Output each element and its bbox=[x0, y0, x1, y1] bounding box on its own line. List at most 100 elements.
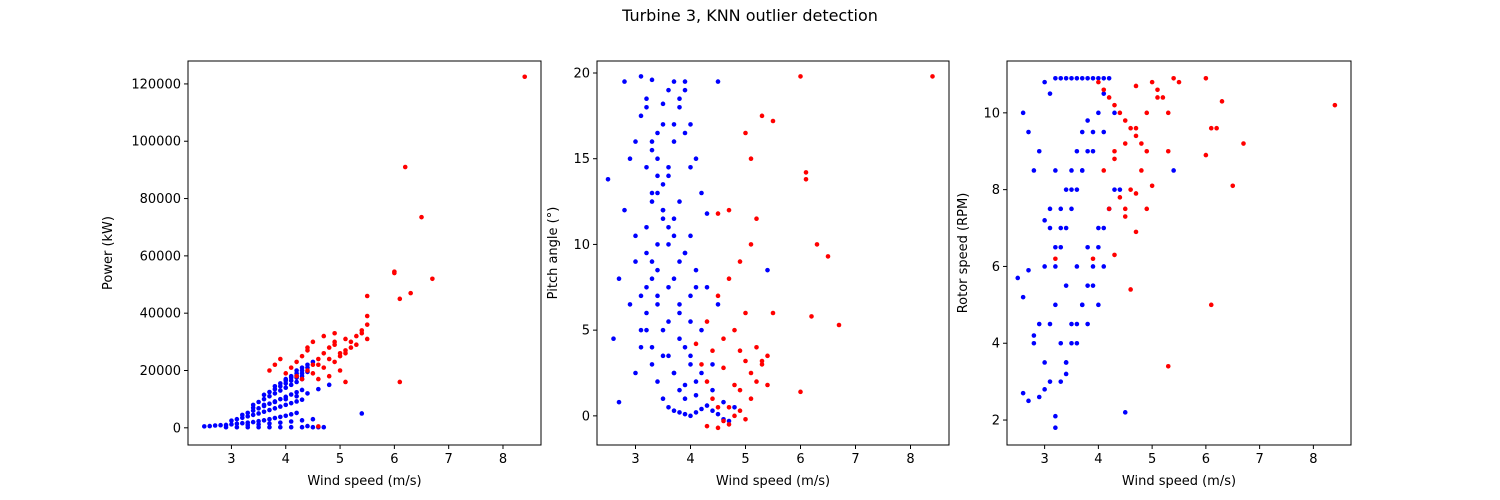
y-tick-label: 4 bbox=[992, 337, 1000, 352]
inlier-point bbox=[1063, 225, 1069, 231]
outlier-point bbox=[364, 322, 370, 327]
inlier-point bbox=[288, 424, 294, 430]
inlier-point bbox=[1101, 91, 1107, 96]
outlier-point bbox=[1165, 148, 1171, 154]
y-tick-label: 20 bbox=[573, 67, 590, 82]
outlier-point bbox=[1112, 102, 1117, 108]
inlier-point bbox=[655, 242, 660, 247]
inlier-point bbox=[688, 319, 693, 324]
outlier-point bbox=[1160, 95, 1166, 100]
inlier-point bbox=[1085, 244, 1090, 250]
inlier-point bbox=[299, 424, 305, 430]
inlier-point bbox=[1031, 168, 1037, 173]
outlier-point bbox=[316, 376, 321, 382]
inlier-point bbox=[261, 418, 267, 423]
inlier-point bbox=[732, 404, 737, 410]
inlier-point bbox=[1112, 187, 1117, 192]
inlier-point bbox=[1053, 425, 1058, 431]
x-tick-label: 4 bbox=[686, 452, 694, 467]
outlier-point bbox=[721, 365, 726, 371]
outlier-point bbox=[522, 74, 528, 80]
inlier-point bbox=[622, 207, 627, 213]
inlier-point bbox=[699, 327, 704, 333]
inlier-point bbox=[234, 416, 240, 422]
inlier-point bbox=[660, 182, 666, 187]
inlier-point bbox=[288, 419, 294, 424]
x-tick-label: 7 bbox=[445, 452, 453, 467]
outlier-point bbox=[1128, 187, 1133, 192]
y-tick-label: 15 bbox=[573, 152, 590, 167]
outlier-point bbox=[814, 242, 820, 247]
inlier-point bbox=[1079, 302, 1085, 308]
x-tick-label: 8 bbox=[499, 452, 507, 467]
inlier-point bbox=[305, 423, 310, 429]
outlier-point bbox=[1203, 75, 1209, 81]
inlier-point bbox=[1079, 129, 1085, 135]
outlier-point bbox=[1133, 125, 1139, 131]
inlier-point bbox=[655, 190, 660, 196]
inlier-point bbox=[1096, 110, 1101, 116]
inlier-point bbox=[316, 386, 321, 392]
outlier-point bbox=[1176, 79, 1182, 85]
outlier-point bbox=[1139, 168, 1144, 173]
inlier-point bbox=[633, 370, 638, 376]
subplot-3: 3 4 5 6 7 8 2 4 6 8 10 Wind speed (m/s) Rotor speed … bbox=[956, 60, 1352, 489]
y-tick-label: 60000 bbox=[140, 249, 181, 264]
axes-frame bbox=[1006, 60, 1352, 446]
inlier-point bbox=[288, 382, 294, 388]
outlier-point bbox=[1155, 95, 1160, 100]
inlier-point bbox=[644, 310, 649, 316]
inlier-point bbox=[655, 293, 660, 299]
inlier-point bbox=[1063, 371, 1069, 377]
outlier-point bbox=[1208, 302, 1214, 308]
inlier-point bbox=[644, 284, 649, 290]
inlier-point bbox=[666, 353, 671, 359]
outlier-point bbox=[294, 359, 299, 365]
inlier-point bbox=[693, 379, 699, 384]
inlier-point bbox=[1058, 244, 1064, 250]
inlier-point bbox=[677, 410, 682, 415]
inlier-point bbox=[677, 310, 682, 316]
inlier-point bbox=[278, 381, 283, 386]
inlier-point bbox=[1090, 75, 1096, 81]
outlier-point bbox=[754, 216, 759, 222]
outlier-point bbox=[743, 130, 748, 136]
inlier-point bbox=[715, 79, 721, 84]
inlier-point bbox=[666, 173, 671, 179]
outlier-point bbox=[1106, 95, 1112, 100]
inlier-point bbox=[605, 176, 611, 182]
y-tick-label: 5 bbox=[582, 324, 590, 339]
inlier-point bbox=[1020, 110, 1026, 116]
inlier-point bbox=[256, 406, 261, 411]
outlier-point bbox=[759, 358, 765, 364]
outlier-point bbox=[748, 370, 754, 376]
outlier-point bbox=[1053, 256, 1058, 262]
inlier-point bbox=[272, 415, 278, 421]
y-tick-label: 120000 bbox=[131, 77, 181, 92]
inlier-point bbox=[1058, 206, 1064, 212]
inlier-point bbox=[1053, 244, 1058, 250]
inlier-point bbox=[671, 79, 677, 84]
x-tick-label: 3 bbox=[227, 452, 235, 467]
x-tick-label: 4 bbox=[1094, 452, 1102, 467]
inlier-point bbox=[283, 413, 289, 419]
outlier-point bbox=[310, 339, 316, 345]
outlier-point bbox=[737, 348, 743, 354]
outlier-point bbox=[364, 293, 370, 299]
inlier-point bbox=[666, 284, 671, 290]
inlier-point bbox=[1101, 225, 1107, 231]
inlier-point bbox=[671, 233, 677, 239]
inlier-point bbox=[294, 410, 299, 416]
inlier-point bbox=[649, 362, 655, 367]
inlier-point bbox=[1047, 206, 1053, 212]
inlier-point bbox=[677, 302, 682, 307]
y-tick-label: 20000 bbox=[140, 364, 181, 379]
inlier-point bbox=[671, 276, 677, 282]
points-1 bbox=[201, 74, 528, 430]
outlier-point bbox=[392, 269, 397, 274]
inlier-point bbox=[207, 423, 213, 429]
inlier-point bbox=[704, 284, 710, 290]
inlier-point bbox=[1020, 294, 1026, 300]
inlier-point bbox=[682, 396, 688, 402]
